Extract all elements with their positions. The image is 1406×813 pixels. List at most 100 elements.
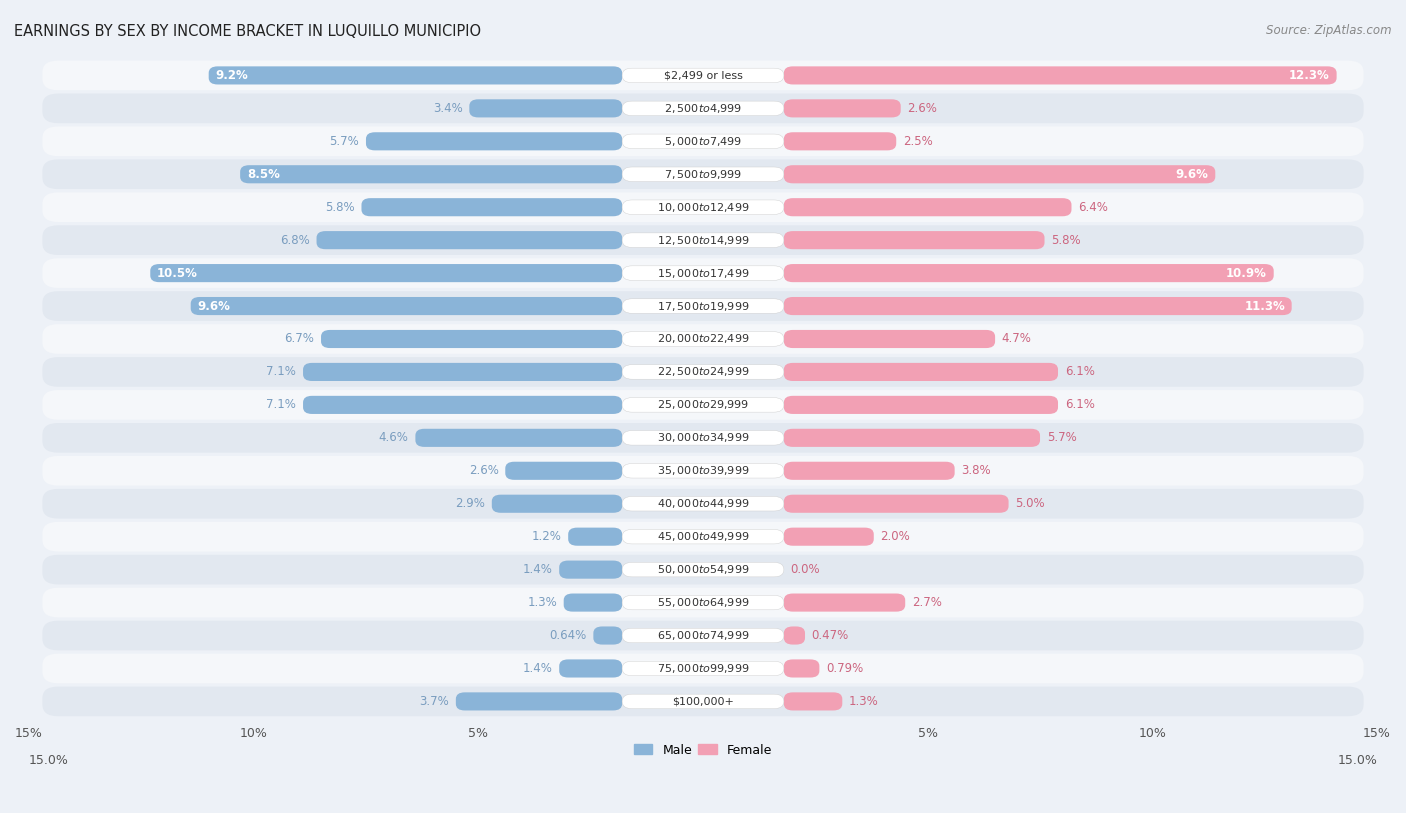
FancyBboxPatch shape xyxy=(42,687,1364,716)
Text: $55,000 to $64,999: $55,000 to $64,999 xyxy=(657,596,749,609)
FancyBboxPatch shape xyxy=(785,133,896,150)
FancyBboxPatch shape xyxy=(470,99,621,117)
Legend: Male, Female: Male, Female xyxy=(628,738,778,762)
FancyBboxPatch shape xyxy=(42,456,1364,485)
Text: 10.9%: 10.9% xyxy=(1226,267,1267,280)
Text: $35,000 to $39,999: $35,000 to $39,999 xyxy=(657,464,749,477)
Text: 6.1%: 6.1% xyxy=(1064,398,1095,411)
FancyBboxPatch shape xyxy=(785,593,905,611)
Text: 4.7%: 4.7% xyxy=(1002,333,1032,346)
FancyBboxPatch shape xyxy=(366,133,621,150)
FancyBboxPatch shape xyxy=(304,363,621,381)
FancyBboxPatch shape xyxy=(785,659,820,677)
Text: Source: ZipAtlas.com: Source: ZipAtlas.com xyxy=(1267,24,1392,37)
Text: 1.3%: 1.3% xyxy=(849,695,879,708)
Text: 1.4%: 1.4% xyxy=(523,662,553,675)
FancyBboxPatch shape xyxy=(415,428,621,447)
Text: 0.79%: 0.79% xyxy=(827,662,863,675)
FancyBboxPatch shape xyxy=(785,198,1071,216)
FancyBboxPatch shape xyxy=(785,165,1215,183)
Text: $7,500 to $9,999: $7,500 to $9,999 xyxy=(664,167,742,180)
Text: 2.7%: 2.7% xyxy=(912,596,942,609)
FancyBboxPatch shape xyxy=(42,61,1364,90)
FancyBboxPatch shape xyxy=(321,330,621,348)
FancyBboxPatch shape xyxy=(621,101,785,115)
FancyBboxPatch shape xyxy=(456,693,621,711)
Text: 2.0%: 2.0% xyxy=(880,530,910,543)
FancyBboxPatch shape xyxy=(593,627,621,645)
FancyBboxPatch shape xyxy=(42,127,1364,156)
Text: $65,000 to $74,999: $65,000 to $74,999 xyxy=(657,629,749,642)
FancyBboxPatch shape xyxy=(621,398,785,412)
Text: $10,000 to $12,499: $10,000 to $12,499 xyxy=(657,201,749,214)
Text: 2.6%: 2.6% xyxy=(907,102,938,115)
FancyBboxPatch shape xyxy=(42,620,1364,650)
Text: 15.0%: 15.0% xyxy=(1337,754,1376,767)
FancyBboxPatch shape xyxy=(621,563,785,577)
Text: 3.4%: 3.4% xyxy=(433,102,463,115)
Text: 12.3%: 12.3% xyxy=(1289,69,1330,82)
FancyBboxPatch shape xyxy=(785,231,1045,250)
FancyBboxPatch shape xyxy=(621,299,785,313)
FancyBboxPatch shape xyxy=(42,522,1364,551)
FancyBboxPatch shape xyxy=(785,428,1040,447)
FancyBboxPatch shape xyxy=(42,554,1364,585)
Text: $100,000+: $100,000+ xyxy=(672,697,734,706)
FancyBboxPatch shape xyxy=(208,67,621,85)
FancyBboxPatch shape xyxy=(505,462,621,480)
FancyBboxPatch shape xyxy=(150,264,621,282)
FancyBboxPatch shape xyxy=(785,363,1057,381)
FancyBboxPatch shape xyxy=(560,659,621,677)
Text: 6.7%: 6.7% xyxy=(284,333,315,346)
Text: 1.3%: 1.3% xyxy=(527,596,557,609)
Text: 0.0%: 0.0% xyxy=(790,563,820,576)
FancyBboxPatch shape xyxy=(621,497,785,511)
Text: $40,000 to $44,999: $40,000 to $44,999 xyxy=(657,498,749,511)
FancyBboxPatch shape xyxy=(621,134,785,149)
Text: 5.8%: 5.8% xyxy=(325,201,354,214)
FancyBboxPatch shape xyxy=(316,231,621,250)
Text: 9.6%: 9.6% xyxy=(1175,167,1209,180)
FancyBboxPatch shape xyxy=(191,297,621,315)
Text: 3.7%: 3.7% xyxy=(419,695,449,708)
FancyBboxPatch shape xyxy=(42,159,1364,189)
FancyBboxPatch shape xyxy=(621,332,785,346)
FancyBboxPatch shape xyxy=(621,233,785,247)
FancyBboxPatch shape xyxy=(785,396,1057,414)
FancyBboxPatch shape xyxy=(42,423,1364,453)
Text: $22,500 to $24,999: $22,500 to $24,999 xyxy=(657,365,749,378)
FancyBboxPatch shape xyxy=(42,357,1364,387)
FancyBboxPatch shape xyxy=(785,264,1274,282)
Text: 1.2%: 1.2% xyxy=(531,530,561,543)
Text: 5.7%: 5.7% xyxy=(329,135,359,148)
Text: 10.5%: 10.5% xyxy=(157,267,198,280)
Text: 15.0%: 15.0% xyxy=(30,754,69,767)
FancyBboxPatch shape xyxy=(621,167,785,181)
FancyBboxPatch shape xyxy=(621,431,785,445)
FancyBboxPatch shape xyxy=(621,628,785,643)
FancyBboxPatch shape xyxy=(621,529,785,544)
FancyBboxPatch shape xyxy=(621,694,785,709)
Text: 1.4%: 1.4% xyxy=(523,563,553,576)
FancyBboxPatch shape xyxy=(42,489,1364,519)
FancyBboxPatch shape xyxy=(304,396,621,414)
FancyBboxPatch shape xyxy=(42,390,1364,420)
Text: $45,000 to $49,999: $45,000 to $49,999 xyxy=(657,530,749,543)
Text: $20,000 to $22,499: $20,000 to $22,499 xyxy=(657,333,749,346)
Text: 11.3%: 11.3% xyxy=(1244,299,1285,312)
Text: 9.6%: 9.6% xyxy=(197,299,231,312)
Text: 0.64%: 0.64% xyxy=(550,629,586,642)
FancyBboxPatch shape xyxy=(785,627,806,645)
Text: 6.4%: 6.4% xyxy=(1078,201,1108,214)
FancyBboxPatch shape xyxy=(560,560,621,579)
Text: 9.2%: 9.2% xyxy=(215,69,249,82)
FancyBboxPatch shape xyxy=(240,165,621,183)
FancyBboxPatch shape xyxy=(785,528,873,546)
FancyBboxPatch shape xyxy=(785,99,901,117)
Text: 3.8%: 3.8% xyxy=(962,464,991,477)
FancyBboxPatch shape xyxy=(621,595,785,610)
Text: $17,500 to $19,999: $17,500 to $19,999 xyxy=(657,299,749,312)
FancyBboxPatch shape xyxy=(42,324,1364,354)
FancyBboxPatch shape xyxy=(621,266,785,280)
FancyBboxPatch shape xyxy=(621,68,785,83)
